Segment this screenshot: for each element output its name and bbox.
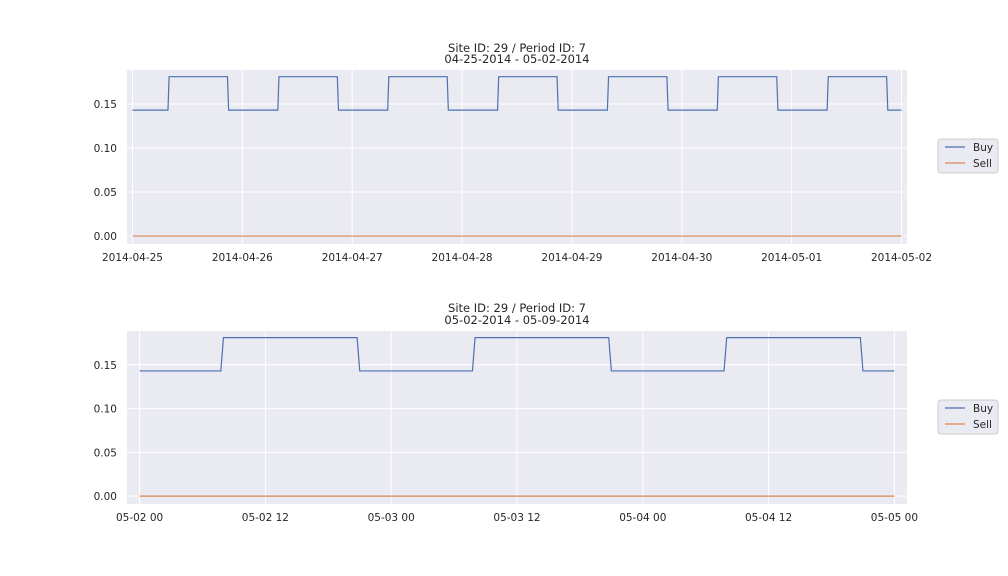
- chart-2-ytick-label: 0.00: [94, 491, 117, 503]
- chart-2-xtick-label: 05-02 00: [116, 512, 163, 524]
- chart-2-xtick-label: 05-04 00: [619, 512, 666, 524]
- chart-1-xtick-label: 2014-04-30: [651, 252, 712, 264]
- chart-1-series: [132, 76, 902, 237]
- chart-1-series-line-buy: [132, 76, 902, 111]
- chart-2-xtick-label: 05-03 00: [368, 512, 415, 524]
- chart-2-ytick-label: 0.15: [94, 360, 117, 372]
- chart-panel-2: Site ID: 29 / Period ID: 7 05-02-2014 - …: [94, 301, 999, 524]
- chart-2-ytick-label: 0.10: [94, 404, 117, 416]
- chart-1-xtick-label: 2014-05-01: [761, 252, 822, 264]
- chart-1-xticks: 2014-04-25 2014-04-26 2014-04-27 2014-04-28…: [102, 252, 932, 264]
- chart-2-subtitle: 05-02-2014 - 05-09-2014: [444, 313, 589, 327]
- chart-1-legend: Buy Sell: [937, 138, 999, 174]
- chart-1-xtick-label: 2014-04-25: [102, 252, 163, 264]
- chart-1-xtick-label: 2014-04-28: [432, 252, 493, 264]
- chart-2-series: [139, 337, 895, 497]
- chart-2-yticks: 0.00 0.05 0.10 0.15: [94, 360, 117, 503]
- chart-panel-1: Site ID: 29 / Period ID: 7 04-25-2014 - …: [94, 41, 999, 264]
- chart-1-ytick-label: 0.15: [94, 99, 117, 111]
- chart-1-xtick-label: 2014-04-27: [322, 252, 383, 264]
- chart-1-title: Site ID: 29 / Period ID: 7: [448, 41, 586, 55]
- chart-2-xtick-label: 05-03 12: [493, 512, 540, 524]
- chart-2-legend-label-buy: Buy: [973, 403, 993, 415]
- chart-1-xtick-label: 2014-05-02: [871, 252, 932, 264]
- chart-1-ytick-label: 0.00: [94, 231, 117, 243]
- chart-2-xticks: 05-02 00 05-02 12 05-03 00 05-03 12 05-04 00…: [116, 512, 918, 524]
- chart-2-title: Site ID: 29 / Period ID: 7: [448, 301, 586, 315]
- chart-1-plot-area: [127, 70, 907, 244]
- chart-1-subtitle: 04-25-2014 - 05-02-2014: [444, 52, 589, 66]
- chart-2-series-line-buy: [139, 337, 895, 372]
- chart-2-xtick-label: 05-05 00: [871, 512, 918, 524]
- chart-1-legend-label-sell: Sell: [973, 158, 992, 170]
- chart-2-ytick-label: 0.05: [94, 447, 117, 459]
- chart-2-xtick-label: 05-04 12: [745, 512, 792, 524]
- chart-1-ytick-label: 0.10: [94, 143, 117, 155]
- chart-1-ytick-label: 0.05: [94, 187, 117, 199]
- chart-2-legend-label-sell: Sell: [973, 419, 992, 431]
- chart-1-xtick-label: 2014-04-26: [212, 252, 273, 264]
- chart-2-legend: Buy Sell: [937, 399, 999, 435]
- chart-2-xtick-label: 05-02 12: [242, 512, 289, 524]
- chart-1-xtick-label: 2014-04-29: [541, 252, 602, 264]
- chart-1-legend-label-buy: Buy: [973, 142, 993, 154]
- chart-1-yticks: 0.00 0.05 0.10 0.15: [94, 99, 117, 243]
